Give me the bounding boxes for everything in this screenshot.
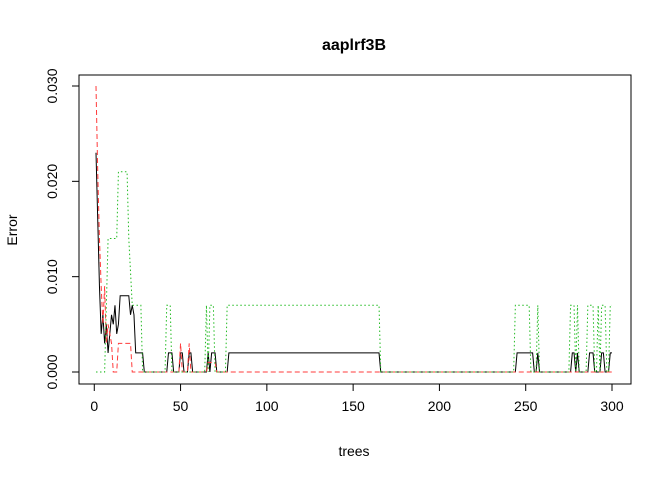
x-tick-label: 0	[90, 398, 98, 414]
series-layer	[95, 85, 612, 373]
y-axis: 0.000 0.010 0.020 0.030	[44, 68, 80, 390]
y-tick-label: 0.030	[44, 68, 60, 103]
x-tick-label: 200	[428, 398, 452, 414]
x-tick-label: 300	[600, 398, 624, 414]
x-tick-label: 250	[514, 398, 538, 414]
x-tick-label: 100	[255, 398, 279, 414]
x-tick-label: 50	[173, 398, 189, 414]
plot-frame	[78, 74, 632, 385]
y-tick-label: 0.020	[44, 164, 60, 199]
chart-title: aaplrf3B	[322, 37, 386, 54]
x-tick-label: 150	[341, 398, 365, 414]
series-line-2	[95, 85, 612, 373]
y-tick-label: 0.000	[44, 354, 60, 389]
y-tick-label: 0.010	[44, 259, 60, 294]
y-axis-label: Error	[4, 214, 20, 245]
x-axis: 0 50 100 150 200 250 300	[90, 383, 624, 414]
series-line-1	[95, 152, 612, 373]
series-line-3	[96, 171, 612, 373]
x-axis-label: trees	[338, 443, 369, 459]
